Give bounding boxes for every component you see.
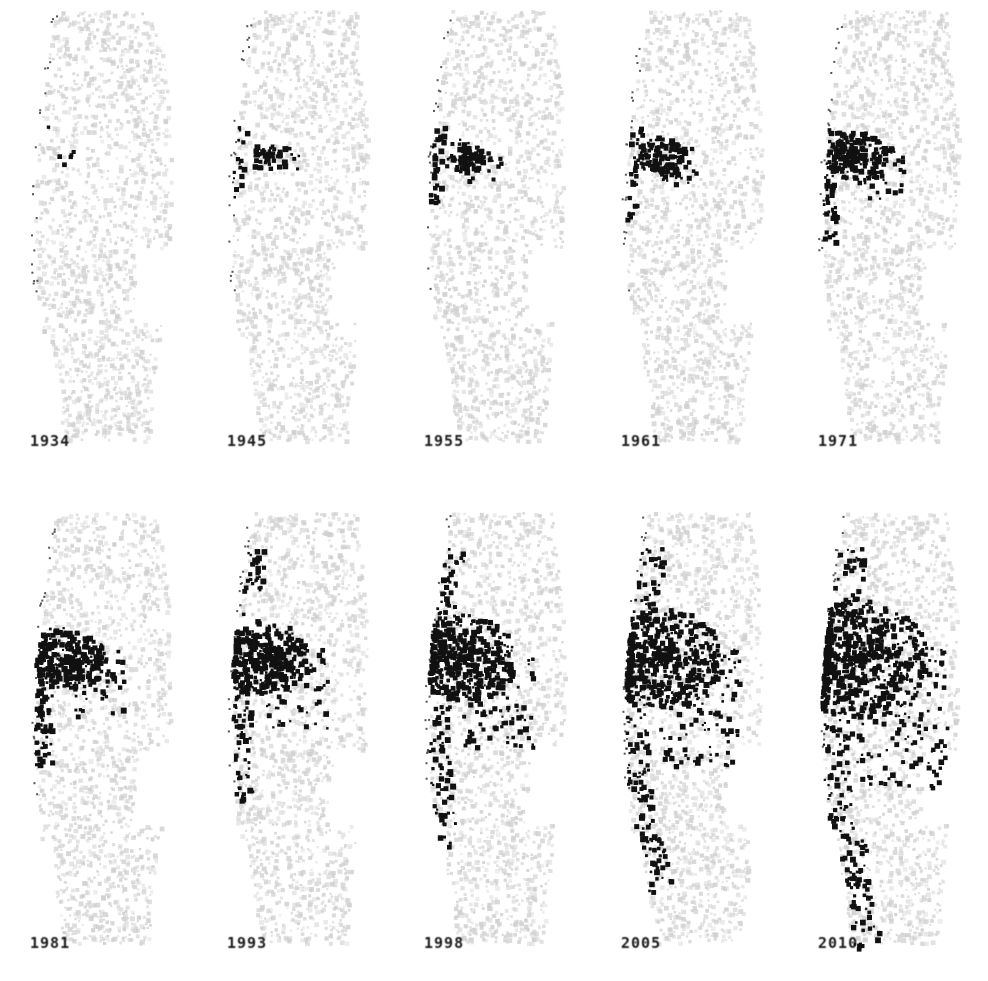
map-panel-2005: 2005	[599, 507, 789, 977]
year-label: 2010	[818, 934, 859, 952]
region-map	[424, 512, 568, 947]
base-region	[823, 512, 961, 947]
year-label: 1993	[227, 934, 268, 952]
coastline	[228, 24, 253, 292]
urban-area	[428, 125, 504, 206]
year-label: 1955	[424, 432, 465, 450]
urban-area	[34, 627, 127, 769]
urban-area	[820, 547, 950, 952]
urban-area	[427, 548, 537, 850]
urban-area	[231, 549, 330, 804]
urban-area	[625, 126, 699, 223]
map-panel-1971: 1971	[796, 5, 986, 475]
year-label: 1945	[227, 432, 268, 450]
coastline	[427, 19, 452, 290]
urban-area	[822, 128, 907, 246]
map-panel-1993: 1993	[205, 507, 395, 977]
region-map	[621, 10, 765, 445]
year-label: 1998	[424, 934, 465, 952]
base-region	[429, 10, 566, 445]
base-region	[232, 512, 369, 947]
coastline	[622, 516, 647, 790]
base-region	[823, 10, 962, 445]
map-panel-1955: 1955	[402, 5, 592, 475]
map-panel-1945: 1945	[205, 5, 395, 475]
map-panel-1934: 1934	[8, 5, 198, 475]
urban-area	[232, 126, 301, 199]
year-label: 1981	[30, 934, 71, 952]
base-region	[626, 10, 765, 445]
region-map	[228, 10, 371, 445]
base-region	[34, 512, 174, 946]
urban-area	[46, 125, 76, 168]
region-map	[818, 10, 962, 445]
map-panel-1981: 1981	[8, 507, 198, 977]
year-label: 1971	[818, 432, 859, 450]
base-region	[34, 10, 174, 445]
region-map	[427, 10, 566, 445]
region-map	[820, 512, 961, 952]
urban-area	[624, 547, 743, 895]
coastline	[621, 47, 641, 292]
region-map	[622, 512, 764, 947]
map-panel-1998: 1998	[402, 507, 592, 977]
base-region	[232, 10, 371, 445]
region-map	[31, 10, 174, 445]
year-label: 1934	[30, 432, 71, 450]
map-panel-2010: 2010	[796, 507, 986, 977]
region-map	[227, 512, 369, 947]
year-label: 2005	[621, 934, 662, 952]
year-label: 1961	[621, 432, 662, 450]
map-panel-1961: 1961	[599, 5, 789, 475]
region-map	[31, 512, 174, 946]
base-region	[625, 512, 764, 947]
coastline	[31, 15, 58, 293]
